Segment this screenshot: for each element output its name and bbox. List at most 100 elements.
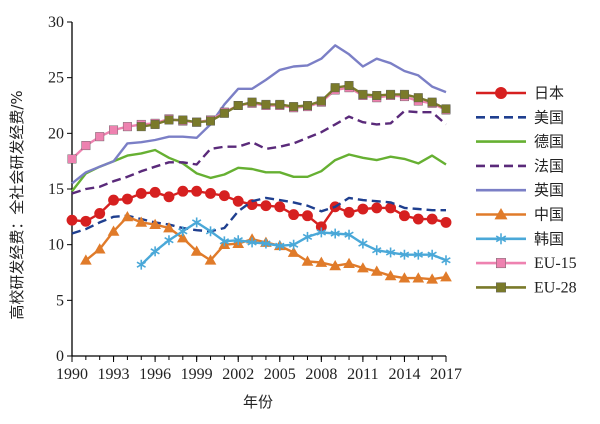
y-tick-label: 10 [48,237,64,254]
legend-label: EU-15 [534,255,577,272]
data-point [398,272,411,283]
y-axis-label: 高校研发经费：全社会研发经费/% [8,90,26,319]
x-tick-label: 2014 [388,366,420,383]
legend-label: 韩国 [534,230,564,248]
data-point [426,273,438,284]
data-point [66,214,78,226]
data-point [287,246,300,257]
data-point [372,91,382,100]
legend-item-韩国: 韩国 [476,230,564,248]
data-point [80,215,92,227]
series-德国 [71,148,447,192]
x-tick-label: 1990 [56,366,88,383]
data-point [329,259,342,271]
data-point [289,102,299,112]
x-tick-label: 2008 [305,366,337,383]
x-tick-label: 1993 [98,366,130,383]
legend-label: 日本 [534,84,564,102]
data-point [149,186,161,198]
data-point [316,96,326,106]
data-point [149,218,161,230]
data-point [413,249,424,260]
legend-marker [496,282,506,293]
data-point [135,188,147,199]
series-EU-28 [136,80,451,132]
data-point [441,255,451,266]
data-point [275,99,285,109]
data-point [205,226,216,237]
data-point [81,141,91,151]
axes-layer: 0 5 10 15 20 25 30 1990 1993 1996 1999 2002 2005 2008… [48,14,462,383]
legend-item-德国: 德国 [476,133,564,151]
data-point [178,226,188,237]
data-point [357,262,369,273]
data-point [288,209,300,221]
data-point [177,185,189,197]
data-point [330,228,340,239]
data-point [371,202,383,214]
data-point [261,99,271,109]
data-point [315,256,328,267]
data-point [93,243,106,254]
legend-label: 中国 [534,206,564,224]
legend-item-中国: 中国 [476,206,564,224]
data-point [261,238,271,249]
data-point [441,104,451,114]
legend-item-EU-28: EU-28 [476,279,577,296]
data-point [233,235,243,246]
legend-marker [495,233,507,245]
legend-item-EU-15: EU-15 [476,255,577,272]
data-point [385,247,396,258]
series-日本 [66,185,452,233]
y-tick-label: 5 [56,292,64,309]
data-point [301,255,314,266]
data-point [121,210,134,222]
data-point [399,249,410,260]
data-point [95,132,105,142]
y-tick-label: 0 [56,348,64,365]
data-point [330,83,340,93]
data-point [413,93,423,103]
legend-item-美国: 美国 [476,108,564,126]
data-point [219,236,230,247]
legend-label: EU-28 [534,279,577,296]
series-美国 [71,196,446,235]
y-tick-label: 15 [48,181,64,198]
data-point [302,210,313,222]
data-point [275,240,285,251]
legend-label: 德国 [534,133,564,151]
data-point [399,89,409,99]
legend-item-英国: 英国 [476,181,564,199]
series-韩国 [136,217,451,270]
series-line [71,189,447,229]
data-point [440,216,452,228]
data-point [164,235,174,246]
data-point [164,115,174,125]
data-point [344,80,354,90]
data-point [412,213,424,225]
x-tick-label: 2002 [222,366,254,383]
data-point [176,232,189,243]
series-英国 [71,44,447,185]
y-tick-label: 20 [48,125,64,142]
legend-label: 英国 [534,181,564,199]
data-point [440,271,452,282]
y-tick-label: 25 [48,70,64,87]
data-point [247,97,257,107]
data-point [191,217,202,228]
data-point [109,125,119,135]
data-point [150,246,160,257]
legend-marker [494,208,508,220]
x-axis-label: 年份 [243,393,273,411]
data-point [163,222,175,233]
data-point [233,101,243,110]
data-point [357,203,369,215]
data-point [191,185,203,197]
data-point [150,119,160,129]
legend-marker [496,258,506,269]
x-tick-label: 1996 [139,366,171,383]
data-point [135,216,148,227]
data-point [358,89,368,99]
